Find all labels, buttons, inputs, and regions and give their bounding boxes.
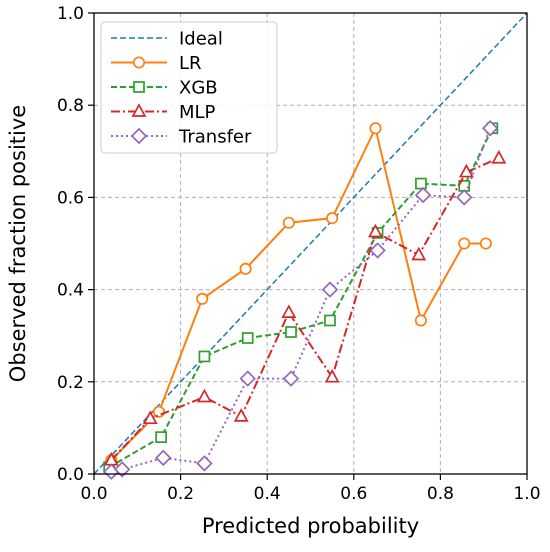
data-point-xgb [198,350,211,363]
y-tick-label: 0.4 [57,281,84,301]
series-line-mlp [110,157,500,461]
data-point-transfer [321,281,339,298]
data-point-lr [152,405,165,418]
data-point-xgb [241,332,254,344]
data-point-xgb [285,326,297,338]
x-axis-ticks: 0.0 0.2 0.4 0.6 0.8 1.0 [80,474,541,504]
data-point-transfer [239,370,256,387]
data-point-transfer [155,449,172,467]
data-point-lr [479,237,492,250]
legend-label-mlp: MLP [179,102,216,123]
legend-item-transfer: Transfer [111,127,252,148]
y-tick-label: 1.0 [57,4,84,24]
data-point-transfer [369,242,386,259]
data-point-mlp [324,368,340,383]
legend-item-mlp: MLP [111,102,216,123]
data-point-transfer [456,189,473,206]
data-point-transfer [282,370,300,387]
data-point-mlp [368,223,383,238]
plot-frame [93,12,528,475]
data-point-transfer [196,455,213,472]
y-tick-label: 0.8 [57,96,84,116]
legend-item-xgb: XGB [111,78,218,99]
data-point-mlp [458,163,474,178]
legend-marker-mlp [131,103,147,117]
x-tick-label: 0.8 [427,484,454,504]
legend-label-lr: LR [179,53,202,74]
x-tick-label: 0.0 [80,484,107,504]
y-tick-label: 0.6 [57,188,84,208]
legend-marker-xgb [133,81,145,93]
legend-marker-lr [132,56,146,69]
y-axis-label: Observed fraction positive [6,105,30,382]
legend-label-xgb: XGB [179,78,218,99]
series-line-ideal [93,12,528,475]
series-transfer [103,120,499,480]
data-point-lr [458,237,471,250]
data-point-lr [369,122,382,135]
data-point-transfer [414,186,432,204]
y-tick-label: 0.2 [57,373,84,393]
legend-item-ideal: Ideal [111,29,223,50]
x-axis-label: Predicted probability [202,514,419,538]
series-line-lr [110,125,486,461]
legend-marker-transfer [130,127,148,145]
data-point-lr [239,262,252,275]
legend-box [100,21,278,154]
x-tick-label: 0.2 [167,484,194,504]
series-line-xgb [108,127,494,468]
x-tick-label: 1.0 [513,484,540,504]
data-point-mlp [142,410,158,425]
data-point-xgb [324,314,336,327]
data-point-mlp [233,408,249,422]
data-point-mlp [196,388,212,403]
data-point-xgb [155,431,167,443]
data-point-lr [196,292,209,305]
data-point-lr [414,314,427,327]
legend-label-transfer: Transfer [178,127,252,148]
data-point-xgb [415,177,427,190]
series-mlp [103,149,507,466]
x-tick-label: 0.6 [340,484,367,504]
x-tick-label: 0.4 [254,484,281,504]
data-point-transfer [481,120,499,137]
data-point-lr [282,216,295,229]
series-xgb [103,122,499,473]
series-layer [93,12,528,480]
data-point-mlp [411,246,427,261]
y-axis-ticks: 0.0 0.2 0.4 0.6 0.8 1.0 [57,4,94,485]
data-point-mlp [281,304,297,318]
series-ideal [93,12,528,475]
series-lr [105,122,492,467]
legend-label-ideal: Ideal [179,29,223,50]
legend-item-lr: LR [111,53,202,74]
y-tick-label: 0.0 [57,465,84,485]
data-point-lr [326,212,339,225]
data-point-mlp [491,149,507,164]
data-point-transfer [113,461,131,478]
legend: Ideal LR XGB MLP Transfer [100,21,278,154]
